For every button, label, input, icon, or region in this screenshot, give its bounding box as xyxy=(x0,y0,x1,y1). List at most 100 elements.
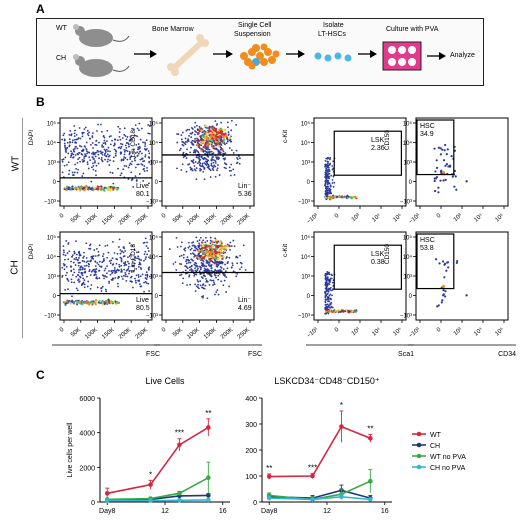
event-dot xyxy=(67,242,70,244)
event-dot xyxy=(143,241,146,244)
event-dot xyxy=(144,237,147,240)
event-dot xyxy=(329,156,332,159)
event-dot xyxy=(188,128,191,131)
event-dot xyxy=(209,272,211,275)
step-single-cell-line2: Suspension xyxy=(234,31,271,38)
event-dot xyxy=(91,302,94,305)
event-dot xyxy=(195,131,198,133)
event-dot xyxy=(212,256,215,260)
event-dot xyxy=(136,163,139,166)
event-dot xyxy=(98,265,101,268)
event-dot xyxy=(130,179,133,181)
step-analyze: Analyze xyxy=(450,52,475,59)
event-dot xyxy=(128,139,131,142)
event-dot xyxy=(136,154,139,157)
event-dot xyxy=(73,125,76,127)
x-tick-label: 50K xyxy=(70,327,82,338)
event-dot xyxy=(70,150,72,153)
event-dot xyxy=(236,256,239,259)
y-tick-label: 10⁴ xyxy=(403,140,413,147)
event-dot xyxy=(202,150,205,153)
x-tick-label: −10³ xyxy=(306,327,319,339)
event-dot xyxy=(203,287,206,290)
event-dot xyxy=(218,254,222,258)
event-dot xyxy=(187,261,190,264)
event-dot xyxy=(196,279,199,281)
event-dot xyxy=(218,174,221,176)
event-dot xyxy=(198,155,201,158)
event-dot xyxy=(228,285,231,288)
event-dot xyxy=(115,262,118,265)
series-line xyxy=(107,477,209,501)
event-dot xyxy=(101,303,105,306)
event-dot xyxy=(195,236,198,239)
event-dot xyxy=(97,162,100,165)
event-dot xyxy=(209,279,212,282)
event-dot xyxy=(207,163,210,166)
event-dot xyxy=(75,258,77,261)
series-line xyxy=(107,499,209,502)
event-dot xyxy=(144,141,146,144)
event-dot xyxy=(74,163,76,166)
event-dot xyxy=(134,156,137,159)
event-dot xyxy=(332,194,335,197)
event-dot xyxy=(200,149,203,152)
event-dot xyxy=(66,271,68,274)
event-dot xyxy=(130,253,132,256)
event-dot xyxy=(144,277,147,279)
event-dot xyxy=(147,132,150,135)
event-dot xyxy=(205,164,208,167)
event-dot xyxy=(203,265,206,267)
event-dot xyxy=(112,269,115,272)
event-dot xyxy=(324,169,327,172)
event-dot xyxy=(180,273,183,276)
event-dot xyxy=(78,189,81,192)
event-dot xyxy=(215,276,217,279)
event-dot xyxy=(192,259,194,262)
event-dot xyxy=(328,172,331,175)
event-dot xyxy=(94,160,96,162)
event-dot xyxy=(213,281,215,284)
event-dot xyxy=(211,250,214,253)
event-dot xyxy=(122,262,125,265)
chart-title: LSKCD34⁻CD48⁻CD150⁺ xyxy=(274,376,380,386)
event-dot xyxy=(131,264,134,267)
event-dot xyxy=(107,150,109,153)
event-dot xyxy=(108,164,111,166)
event-dot xyxy=(70,154,73,157)
event-dot xyxy=(181,163,184,166)
gate-value: 80.5 xyxy=(136,305,150,312)
event-dot xyxy=(78,250,81,253)
event-dot xyxy=(198,125,201,128)
event-dot xyxy=(181,140,184,143)
event-dot xyxy=(83,260,86,263)
event-dot xyxy=(118,263,121,266)
event-dot xyxy=(134,152,137,154)
event-dot xyxy=(77,168,79,171)
event-dot xyxy=(180,134,183,137)
event-dot xyxy=(79,160,81,163)
event-dot xyxy=(189,269,191,272)
event-dot xyxy=(111,139,113,142)
event-dot xyxy=(440,301,443,304)
event-dot xyxy=(209,236,212,239)
event-dot xyxy=(100,301,103,304)
event-dot xyxy=(89,247,92,250)
y-axis-label: Lin CD18 xyxy=(130,130,137,157)
series-line xyxy=(269,425,371,478)
event-dot xyxy=(147,247,149,250)
event-dot xyxy=(211,126,214,130)
event-dot xyxy=(239,157,241,160)
event-dot xyxy=(202,145,205,149)
event-dot xyxy=(111,277,114,280)
event-dot xyxy=(95,139,98,142)
event-dot xyxy=(324,191,327,194)
event-dot xyxy=(211,156,214,159)
event-dot xyxy=(125,263,128,266)
event-dot xyxy=(106,272,108,275)
event-dot xyxy=(188,259,191,262)
event-dot xyxy=(186,284,188,286)
event-dot xyxy=(194,261,197,264)
event-dot xyxy=(145,278,148,281)
event-dot xyxy=(101,255,104,258)
